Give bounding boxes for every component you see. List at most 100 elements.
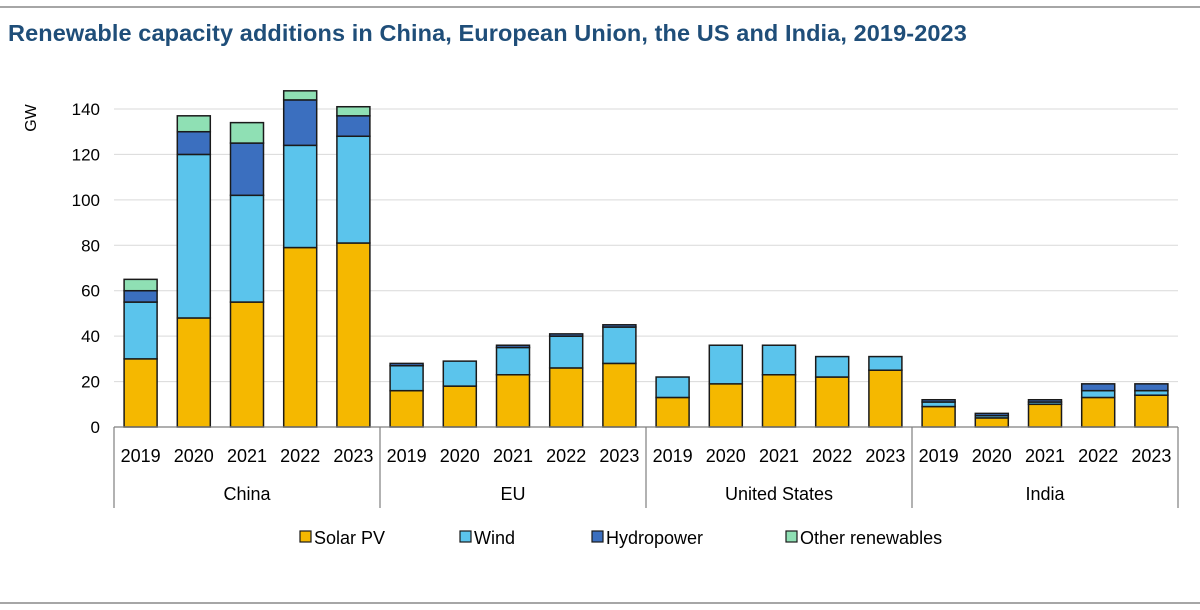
bar-segment-solar-pv	[229, 301, 265, 428]
x-tick-label: 2019	[653, 446, 693, 466]
bar-segment-wind	[1080, 389, 1116, 399]
legend-swatch	[591, 530, 604, 543]
bar-segment-solar-pv	[708, 383, 744, 428]
x-tick-label: 2020	[706, 446, 746, 466]
y-tick-label: 20	[81, 373, 100, 392]
bar-segment-hydropower	[1080, 383, 1116, 392]
legend-label: Hydropower	[606, 528, 703, 548]
bar-segment-hydropower	[229, 142, 265, 197]
bar-segment-solar-pv	[389, 389, 424, 428]
grid-lines	[114, 108, 1178, 383]
bar-segment-solar-pv	[1080, 396, 1116, 428]
x-tick-label: 2022	[280, 446, 320, 466]
y-tick-label: 40	[81, 327, 100, 346]
legend-swatch	[299, 530, 312, 543]
bar-segment-solar-pv	[602, 362, 637, 428]
bar-segment-solar-pv	[495, 374, 531, 428]
x-tick-label: 2021	[493, 446, 533, 466]
legend-item-other-renewables: Other renewables	[785, 528, 942, 548]
group-label: India	[1025, 484, 1065, 504]
bar-segment-wind	[389, 364, 424, 392]
y-axis-ticks: 0 20 40 60 80 100 120 140	[72, 100, 100, 437]
x-tick-label: 2021	[227, 446, 267, 466]
x-axis: 2019 2020 2021 2022 2023 China 2019 2020 2021 202…	[113, 426, 1179, 508]
top-rule	[0, 6, 1200, 8]
x-tick-label: 2019	[919, 446, 959, 466]
legend-label: Other renewables	[800, 528, 942, 548]
bar-segment-wind	[282, 144, 318, 249]
bar-segment-solar-pv	[974, 417, 1010, 428]
legend-item-solar-pv: Solar PV	[299, 528, 385, 548]
bar-segment-hydropower	[123, 289, 158, 303]
bar-segment-hydropower	[921, 398, 956, 403]
legend-item-wind: Wind	[459, 528, 515, 548]
bar-segment-solar-pv	[442, 385, 478, 428]
x-tick-label: 2019	[121, 446, 161, 466]
bars	[123, 90, 1169, 428]
bar-segment-wind	[229, 194, 265, 303]
bar-segment-wind	[761, 344, 797, 376]
bar-segment-hydropower	[1134, 383, 1169, 392]
bar-segment-hydropower	[176, 130, 212, 156]
bar-segment-solar-pv	[655, 396, 690, 428]
group-label: United States	[725, 484, 833, 504]
y-tick-label: 0	[91, 418, 100, 437]
x-tick-label: 2022	[812, 446, 852, 466]
y-tick-label: 100	[72, 191, 100, 210]
bar-segment-hydropower	[974, 412, 1010, 417]
x-tick-label: 2020	[174, 446, 214, 466]
bar-segment-wind	[176, 153, 212, 319]
bar-segment-hydropower	[495, 344, 531, 349]
bar-segment-wind	[708, 344, 744, 385]
bar-segment-hydropower	[389, 362, 424, 367]
bar-segment-solar-pv	[176, 317, 212, 428]
x-tick-label: 2023	[333, 446, 373, 466]
bar-segment-wind	[655, 376, 690, 399]
x-tick-label: 2022	[546, 446, 586, 466]
legend-swatch	[785, 530, 798, 543]
bar-segment-solar-pv	[123, 358, 158, 428]
bar-segment-solar-pv	[1134, 394, 1169, 428]
bar-segment-other-renewables	[336, 105, 371, 117]
bar-segment-wind	[814, 355, 850, 378]
bar-segment-hydropower	[282, 99, 318, 147]
bar-segment-hydropower	[602, 324, 637, 328]
bar-segment-wind	[123, 301, 158, 360]
y-tick-label: 60	[81, 282, 100, 301]
x-tick-label: 2020	[440, 446, 480, 466]
x-tick-label: 2023	[1131, 446, 1171, 466]
bar-segment-solar-pv	[761, 374, 797, 428]
bar-segment-hydropower	[1027, 398, 1063, 403]
bar-segment-wind	[336, 135, 371, 244]
bottom-rule	[0, 602, 1200, 604]
legend-item-hydropower: Hydropower	[591, 528, 703, 548]
x-tick-label: 2019	[387, 446, 427, 466]
legend-swatch	[459, 530, 472, 543]
legend-label: Wind	[474, 528, 515, 548]
bar-segment-solar-pv	[548, 367, 584, 428]
chart-title: Renewable capacity additions in China, E…	[8, 20, 967, 46]
bar-segment-hydropower	[548, 333, 584, 337]
bar-segment-other-renewables	[176, 115, 212, 133]
y-tick-label: 120	[72, 145, 100, 164]
y-tick-label: 80	[81, 236, 100, 255]
group-label: EU	[500, 484, 525, 504]
legend: Solar PV Wind Hydropower Other renewables	[299, 528, 942, 548]
y-axis-label: GW	[23, 103, 40, 131]
bar-segment-wind	[602, 326, 637, 365]
x-tick-label: 2021	[1025, 446, 1065, 466]
bar-segment-wind	[868, 355, 903, 371]
x-tick-label: 2021	[759, 446, 799, 466]
bar-segment-solar-pv	[282, 246, 318, 428]
bar-segment-wind	[548, 335, 584, 369]
bar-segment-solar-pv	[921, 405, 956, 428]
legend-label: Solar PV	[314, 528, 385, 548]
bar-segment-other-renewables	[229, 121, 265, 144]
bar-segment-wind	[495, 346, 531, 376]
x-tick-label: 2023	[599, 446, 639, 466]
group-label: China	[223, 484, 271, 504]
bar-segment-solar-pv	[336, 242, 371, 428]
bar-segment-hydropower	[336, 115, 371, 138]
bar-segment-other-renewables	[282, 90, 318, 101]
